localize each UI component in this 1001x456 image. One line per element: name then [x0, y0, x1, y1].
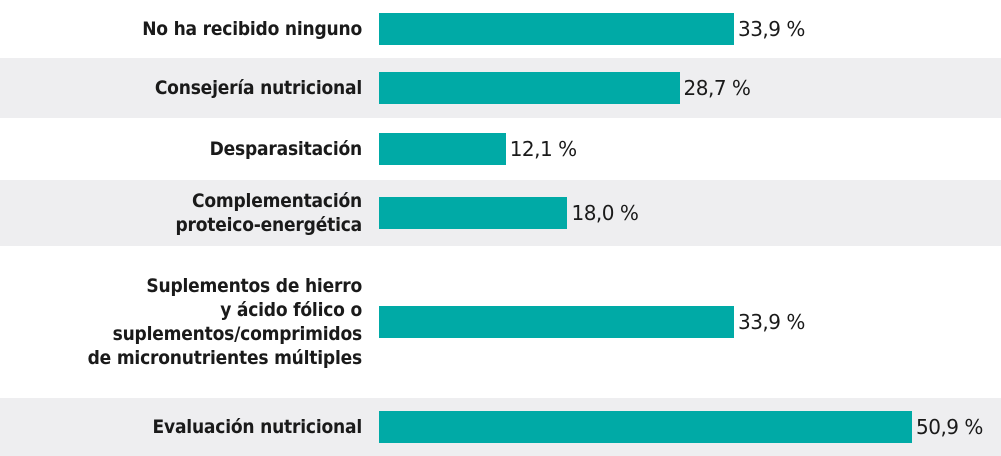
- value-label: 33,9 %: [737, 17, 805, 41]
- category-label: Complementación proteico-energética: [175, 190, 362, 236]
- row: Desparasitación 12,1 %: [0, 118, 1001, 180]
- row: Consejería nutricional 28,7 %: [0, 58, 1001, 118]
- value-label: 28,7 %: [683, 76, 751, 100]
- value-label: 12,1 %: [509, 137, 577, 161]
- value-label: 50,9 %: [916, 415, 983, 439]
- row: Evaluación nutricional 50,9 %: [0, 398, 1001, 456]
- bar: [379, 411, 912, 443]
- category-label: Evaluación nutricional: [152, 416, 363, 438]
- category-label: Suplementos de hierro y ácido fólico o s…: [87, 275, 363, 369]
- row: Suplementos de hierro y ácido fólico o s…: [0, 246, 1001, 398]
- row: Complementación proteico-energética 18,0 …: [0, 180, 1001, 246]
- value-label: 18,0 %: [571, 201, 639, 225]
- bar: [379, 72, 680, 104]
- bar: [379, 197, 568, 229]
- bar: [379, 306, 734, 338]
- bar: [379, 133, 506, 165]
- category-label: Desparasitación: [209, 138, 363, 160]
- row: No ha recibido ninguno 33,9 %: [0, 0, 1001, 58]
- category-label: Consejería nutricional: [154, 77, 362, 99]
- category-label: No ha recibido ninguno: [142, 18, 362, 40]
- value-label: 33,9 %: [737, 310, 805, 334]
- bar: [379, 13, 734, 45]
